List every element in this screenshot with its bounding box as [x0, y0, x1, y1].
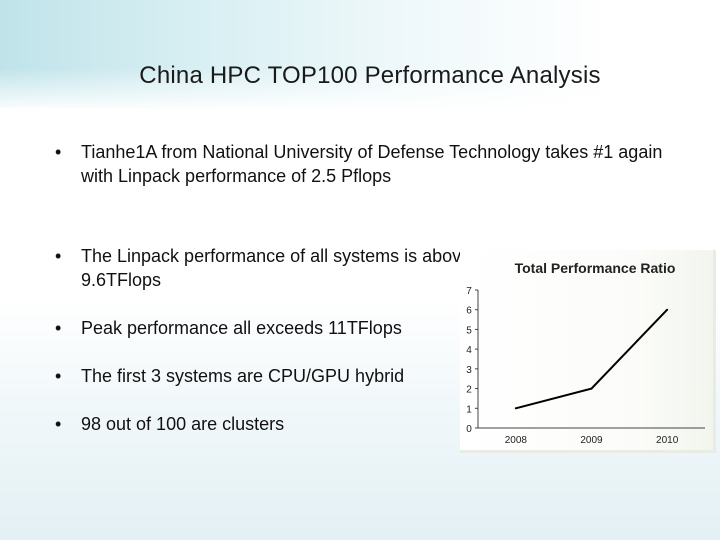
data-point — [590, 387, 593, 390]
bullet-text: Peak performance all exceeds 11TFlops — [81, 318, 402, 338]
bullet-marker: • — [55, 414, 62, 434]
bullet-text: Tianhe1A from National University of Def… — [81, 142, 663, 186]
y-tick-label: 2 — [466, 385, 472, 396]
slide-title: China HPC TOP100 Performance Analysis — [139, 62, 601, 89]
bullet-text: 98 out of 100 are clusters — [81, 414, 285, 434]
bullet-item: • Tianhe1A from National University of D… — [55, 140, 695, 188]
title-band — [0, 0, 720, 108]
y-tick-label: 5 — [466, 325, 472, 336]
bullet-item: • Peak performance all exceeds 11TFlops — [55, 316, 475, 340]
bullet-text: The Linpack performance of all systems i… — [81, 246, 472, 290]
y-tick-label: 3 — [466, 365, 472, 376]
bullet-marker: • — [55, 366, 62, 386]
y-tick-label: 7 — [466, 286, 472, 297]
series-line — [515, 309, 668, 410]
data-point — [666, 308, 669, 311]
bullet-item: • The first 3 systems are CPU/GPU hybrid — [55, 364, 475, 388]
bullet-text: The first 3 systems are CPU/GPU hybrid — [81, 366, 405, 386]
y-tick-label: 1 — [466, 404, 472, 415]
y-tick-label: 4 — [466, 345, 472, 356]
data-point — [514, 407, 517, 410]
y-tick-label: 6 — [466, 306, 472, 317]
x-tick-label: 2010 — [656, 435, 679, 446]
bullet-marker: • — [55, 142, 62, 162]
bullet-marker: • — [55, 318, 62, 338]
bullet-item: • 98 out of 100 are clusters — [55, 412, 475, 436]
chart-container — [460, 250, 716, 453]
chart-title: Total Performance Ratio — [514, 260, 676, 276]
bullet-marker: • — [55, 246, 62, 266]
y-tick-label: 0 — [466, 424, 472, 435]
x-tick-label: 2009 — [580, 435, 603, 446]
bullet-item: • The Linpack performance of all systems… — [55, 244, 475, 292]
x-tick-label: 2008 — [505, 435, 528, 446]
